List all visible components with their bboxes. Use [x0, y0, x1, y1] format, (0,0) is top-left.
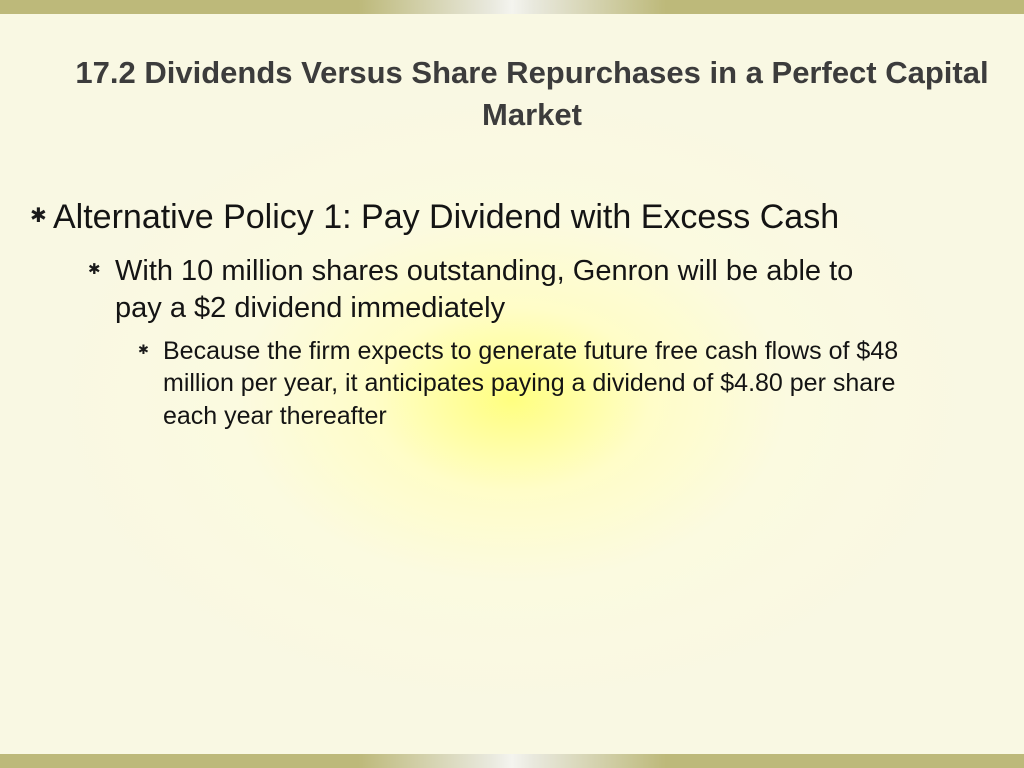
bullet-level-2-text: With 10 million shares outstanding, Genr… [115, 253, 875, 327]
bullet-level-1-text: Alternative Policy 1: Pay Dividend with … [53, 196, 839, 239]
slide-title: 17.2 Dividends Versus Share Repurchases … [70, 52, 994, 136]
top-accent-bar [0, 0, 1024, 14]
bullet-level-2: ✱ With 10 million shares outstanding, Ge… [88, 253, 964, 327]
bullet-level-3-text: Because the firm expects to generate fut… [163, 335, 903, 433]
bullet-level-3: ✱ Because the firm expects to generate f… [138, 335, 964, 433]
slide: 17.2 Dividends Versus Share Repurchases … [0, 0, 1024, 768]
bullet-level-1: ✱ Alternative Policy 1: Pay Dividend wit… [28, 196, 964, 239]
asterisk-icon: ✱ [28, 196, 53, 236]
bottom-accent-bar [0, 754, 1024, 768]
asterisk-icon: ✱ [138, 335, 163, 365]
asterisk-icon: ✱ [88, 253, 115, 287]
slide-content: ✱ Alternative Policy 1: Pay Dividend wit… [28, 196, 964, 440]
